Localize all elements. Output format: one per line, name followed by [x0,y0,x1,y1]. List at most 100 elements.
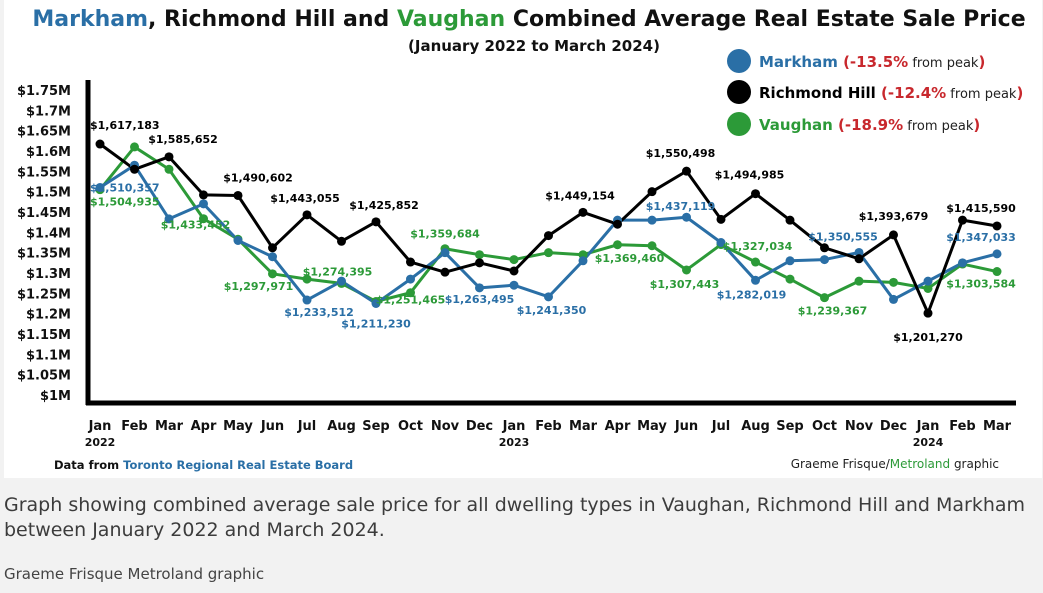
data-point [751,257,760,267]
data-label: $1,274,395 [303,265,373,278]
data-point [820,255,829,265]
y-tick-label: $1M [40,389,71,404]
data-label: $1,297,971 [224,280,294,293]
legend-pct: (-12.4% [881,84,946,102]
data-point [854,247,864,257]
chart-title-part: , Richmond Hill and [148,7,397,32]
chart-source: Data from Toronto Regional Real Estate B… [54,458,353,472]
data-label: $1,251,465 [376,294,446,307]
data-point [164,164,174,174]
data-point [716,238,726,247]
data-point [958,215,967,225]
legend-suffix: from peak [946,87,1017,102]
data-point [647,215,657,225]
x-tick-label: Jun [674,419,698,434]
chart-panel: Markham , Richmond Hill and Vaughan Combi… [4,0,1042,478]
x-tick-label: Dec [466,419,493,434]
legend-pct: (-13.5% [843,53,908,71]
data-label: $1,415,590 [946,202,1016,215]
y-tick-label: $1.25M [17,287,71,302]
data-point [130,164,139,174]
x-year-label: 2022 [85,436,116,449]
graphic-credit-prefix: Graeme Frisque/ [791,457,891,471]
y-tick-label: $1.2M [26,308,71,323]
x-tick-label: Mar [983,419,1012,434]
data-label: $1,350,555 [808,230,878,243]
y-tick-label: $1.15M [17,328,71,343]
legend-close: ) [978,53,985,71]
y-tick-label: $1.75M [17,84,71,99]
data-point [682,212,691,222]
data-point [647,187,657,197]
x-tick-label: Sep [776,419,804,434]
x-tick-label: Nov [845,419,874,434]
legend-suffix: from peak [908,56,979,71]
legend-marker-markham [727,49,751,73]
chart-title-part: Vaughan [397,7,505,32]
data-point [889,294,898,304]
x-tick-label: Feb [121,419,147,434]
data-label: $1,617,183 [90,119,160,132]
x-tick-label: Feb [535,419,561,434]
chart-title: Markham, Richmond Hill and Vaughan Combi… [32,7,1025,32]
data-point [716,214,726,224]
data-point [199,190,208,200]
x-tick-label: Apr [605,419,631,434]
data-point [544,248,553,258]
data-point [647,241,657,251]
data-point [578,256,588,266]
data-point [268,243,277,253]
data-point [889,230,898,240]
data-point [923,276,933,286]
chart-source-prefix: Data from [54,458,123,472]
data-point [923,308,933,318]
legend-close: ) [973,116,980,134]
data-point [509,280,519,290]
legend-entry: Richmond Hill (-12.4% from peak) [759,84,1023,102]
y-tick-label: $1.55M [17,165,71,180]
data-point [509,266,519,276]
data-label: $1,510,357 [90,181,160,194]
data-point [820,243,829,253]
x-tick-label: Jan [916,419,940,434]
chart-title-part: Combined Average Real Estate Sale Price [505,7,1025,32]
data-label: $1,393,679 [859,210,929,223]
y-tick-label: $1.65M [17,125,71,140]
data-point [751,275,760,285]
data-label: $1,490,602 [223,171,293,184]
data-point [406,257,415,267]
data-point [785,256,795,266]
data-point [130,142,139,152]
y-tick-label: $1.5M [26,186,71,201]
data-point [302,274,312,284]
legend-entry: Markham (-13.5% from peak) [759,53,985,71]
y-tick-label: $1.05M [17,369,71,384]
data-label: $1,233,512 [284,306,354,319]
image-caption: Graph showing combined average sale pric… [4,494,1026,541]
graphic-credit-suffix: graphic [950,457,999,471]
legend-name: Markham [759,53,843,71]
data-point [613,219,622,229]
legend-pct: (-18.9% [838,116,903,134]
data-point [889,277,898,287]
data-label: $1,359,684 [410,228,480,241]
x-tick-label: May [637,419,667,434]
y-tick-label: $1.4M [26,226,71,241]
x-tick-label: Jan [88,419,112,434]
data-point [992,267,1002,277]
data-label: $1,327,034 [723,240,793,253]
data-label: $1,303,584 [946,278,1016,291]
data-point [371,299,381,308]
y-tick-label: $1.35M [17,247,71,262]
data-point [302,210,312,220]
x-tick-label: Sep [362,419,390,434]
data-label: $1,437,119 [646,200,716,213]
y-tick-label: $1.7M [26,104,71,119]
data-point [199,199,208,209]
legend-close: ) [1016,84,1023,102]
data-label: $1,504,935 [90,196,160,209]
data-point [406,288,415,298]
data-point [199,214,208,224]
data-point [820,293,829,303]
data-point [509,255,519,265]
